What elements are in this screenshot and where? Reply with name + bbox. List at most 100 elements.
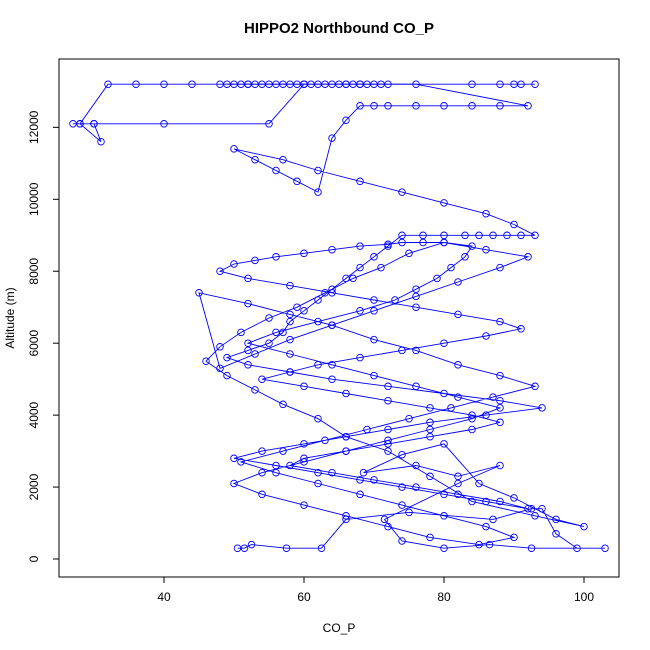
data-point [380,515,389,524]
series-line [73,83,605,549]
data-point [405,414,413,423]
data-point [272,166,280,175]
data-point [461,253,469,261]
data-point [524,102,532,110]
data-point [286,350,294,358]
data-point [454,472,462,481]
data-point [216,364,224,373]
data-point [247,540,256,549]
y-tick-label: 4000 [27,401,41,428]
data-point [384,396,392,405]
data-point [398,483,406,491]
data-point [244,339,252,347]
data-point [356,353,364,362]
data-point [286,310,294,319]
data-point [300,382,308,391]
data-point [230,145,238,153]
data-point [188,80,196,88]
data-point [328,134,336,142]
data-point [328,468,336,477]
data-point [440,512,448,520]
data-point [314,414,322,423]
data-point [475,540,483,549]
data-point [237,458,245,466]
data-point [370,371,378,380]
data-point [398,450,406,459]
data-point [496,404,504,412]
data-point [328,361,336,369]
data-point [359,468,368,477]
data-point [356,102,364,110]
data-point [510,533,518,542]
data-point [104,80,112,88]
x-tick-label: 40 [157,590,171,604]
data-point [468,425,476,434]
y-axis-label: Altitude (m) [3,287,17,348]
data-point [482,522,490,531]
data-point [258,447,266,455]
data-point [489,231,497,240]
data-point [426,404,434,412]
chart-title: HIPPO2 Northbound CO_P [244,20,434,37]
data-point [454,310,462,319]
data-point [223,353,231,362]
data-point [412,292,420,301]
data-point [440,339,448,347]
data-point [370,253,378,261]
data-point [475,479,483,488]
data-point [468,80,476,88]
data-point [468,497,476,506]
data-point [293,177,301,186]
data-point [412,461,420,470]
data-point [272,253,280,261]
data-point [286,368,294,376]
data-point [76,120,84,128]
data-point [356,490,364,499]
data-point [496,80,504,88]
data-point [230,479,238,488]
data-point [272,461,280,470]
data-point [447,404,455,412]
data-point [398,537,406,545]
data-point [573,544,581,552]
data-point [496,102,504,110]
data-point [244,299,252,308]
data-point [342,116,350,124]
data-point [482,411,490,419]
data-point [244,274,252,283]
data-point [384,242,392,250]
data-point [342,447,350,455]
data-point [552,530,560,538]
data-point [426,425,434,434]
x-tick-label: 80 [437,590,451,604]
data-point [454,479,462,488]
y-tick-label: 6000 [27,330,41,357]
data-point [342,274,350,283]
data-point [370,476,378,484]
data-point [468,102,476,110]
series-layer [69,80,609,552]
data-point [356,177,364,186]
data-point [440,238,448,247]
data-point [384,425,392,434]
data-point [300,249,308,258]
data-point [496,461,504,470]
data-point [405,249,413,258]
data-point [279,400,287,409]
data-point [160,120,168,128]
data-point [412,346,420,355]
data-point [531,512,539,520]
data-point [328,375,336,383]
data-point [440,490,448,499]
data-point [531,231,539,240]
data-point [398,501,406,509]
data-point [384,382,392,391]
data-point [517,80,525,88]
data-point [370,307,378,315]
y-tick-label: 8000 [27,258,41,285]
y-tick-label: 12000 [27,110,41,144]
data-point [328,321,336,329]
data-point [440,231,448,240]
data-point [468,411,476,419]
